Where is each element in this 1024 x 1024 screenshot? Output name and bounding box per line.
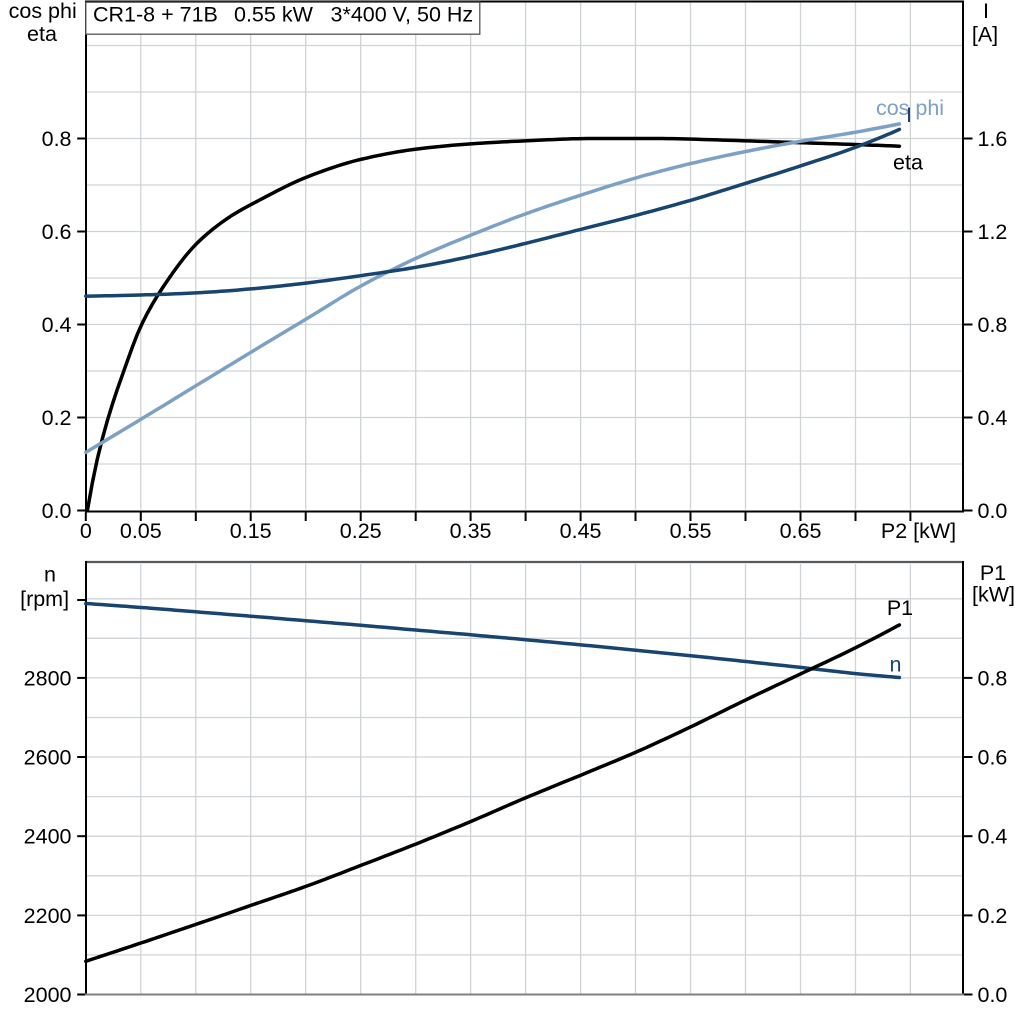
- svg-text:1.6: 1.6: [978, 127, 1008, 151]
- svg-text:3*400 V, 50 Hz: 3*400 V, 50 Hz: [331, 3, 474, 27]
- svg-text:0.8: 0.8: [42, 127, 72, 151]
- svg-text:2400: 2400: [24, 825, 72, 849]
- svg-text:0.6: 0.6: [978, 746, 1008, 770]
- svg-text:CR1-8 + 71B: CR1-8 + 71B: [93, 3, 218, 27]
- svg-text:[rpm]: [rpm]: [20, 587, 69, 611]
- svg-text:[kW]: [kW]: [972, 583, 1015, 607]
- svg-text:2200: 2200: [24, 904, 72, 928]
- svg-text:0.2: 0.2: [978, 904, 1008, 928]
- svg-text:n: n: [44, 563, 56, 587]
- svg-text:0.8: 0.8: [978, 313, 1008, 337]
- svg-text:0.6: 0.6: [42, 220, 72, 244]
- svg-text:0.2: 0.2: [42, 406, 72, 430]
- svg-text:2000: 2000: [24, 983, 72, 1007]
- svg-text:0.05: 0.05: [120, 519, 162, 543]
- svg-text:0.8: 0.8: [978, 666, 1008, 690]
- svg-text:0.4: 0.4: [978, 406, 1008, 430]
- svg-text:cos phi: cos phi: [9, 0, 77, 23]
- svg-text:P1: P1: [887, 596, 913, 620]
- svg-text:0.0: 0.0: [978, 499, 1008, 523]
- svg-text:n: n: [890, 653, 902, 677]
- svg-text:0.25: 0.25: [340, 519, 382, 543]
- svg-text:eta: eta: [893, 151, 923, 175]
- svg-text:I: I: [983, 0, 989, 23]
- svg-text:0.15: 0.15: [230, 519, 272, 543]
- svg-text:0.55: 0.55: [670, 519, 712, 543]
- svg-text:0.0: 0.0: [42, 499, 72, 523]
- svg-text:0.55 kW: 0.55 kW: [234, 3, 314, 27]
- svg-text:0.4: 0.4: [978, 825, 1008, 849]
- svg-text:[A]: [A]: [972, 23, 998, 47]
- svg-text:0.0: 0.0: [978, 983, 1008, 1007]
- svg-text:cos phi: cos phi: [876, 96, 944, 120]
- svg-text:1.2: 1.2: [978, 220, 1008, 244]
- svg-text:P2 [kW]: P2 [kW]: [881, 519, 956, 543]
- svg-text:0.65: 0.65: [780, 519, 822, 543]
- svg-text:0.45: 0.45: [560, 519, 602, 543]
- svg-text:2600: 2600: [24, 746, 72, 770]
- svg-text:0.35: 0.35: [450, 519, 492, 543]
- svg-text:P1: P1: [980, 561, 1006, 585]
- svg-text:0.4: 0.4: [42, 313, 72, 337]
- svg-text:0: 0: [80, 519, 92, 543]
- svg-text:I: I: [906, 103, 912, 127]
- svg-text:2800: 2800: [24, 666, 72, 690]
- svg-text:eta: eta: [27, 22, 57, 46]
